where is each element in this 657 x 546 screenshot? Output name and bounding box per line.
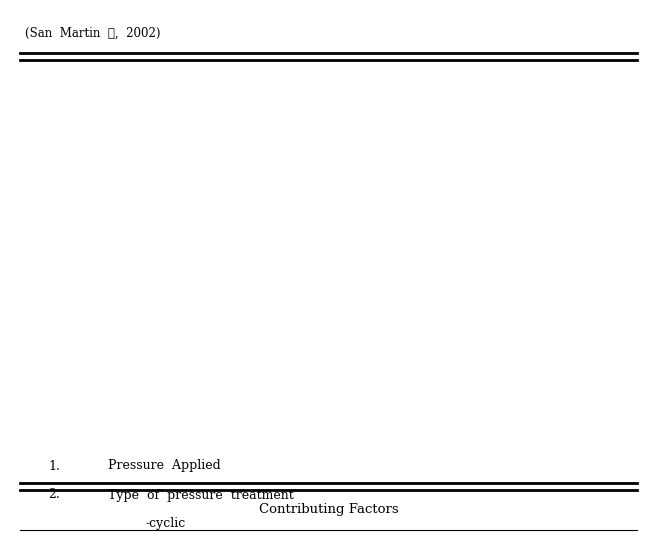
Text: Pressure  Applied: Pressure Applied (108, 460, 221, 472)
Text: Contributing Factors: Contributing Factors (259, 503, 398, 517)
Text: 2.: 2. (48, 489, 60, 501)
Text: Type  of  pressure  treatment: Type of pressure treatment (108, 489, 294, 501)
Text: -cyclic: -cyclic (146, 518, 186, 531)
Text: 1.: 1. (48, 460, 60, 472)
Text: (San  Martin  등,  2002): (San Martin 등, 2002) (25, 27, 160, 39)
